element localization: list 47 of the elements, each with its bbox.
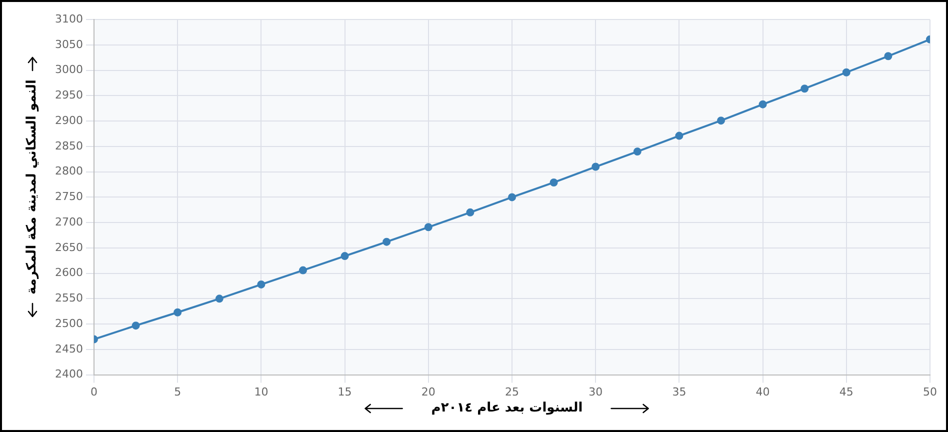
y-tick-label: 2750 [54,190,83,204]
x-tick-label: 15 [338,385,352,398]
y-tick-label: 2950 [54,88,83,102]
point [215,294,224,303]
point [466,208,474,216]
point [550,178,558,186]
y-tick-label: 2850 [54,139,83,152]
x-tick-label: 35 [672,385,686,398]
x-tick-label: 5 [174,385,182,398]
point [174,308,182,316]
point [675,132,684,140]
point [424,223,432,232]
point [298,266,307,274]
point [257,280,266,288]
y-tick-label: 2600 [54,266,83,280]
point [717,116,725,125]
y-tick-label: 2700 [54,215,83,228]
x-tick-label: 40 [756,385,770,398]
x-axis-title: السنوات بعد عام ٢٠١٤م [431,400,583,416]
y-tick-label: 2900 [54,114,83,127]
x-tick-label: 30 [588,385,603,398]
y-tick-label: 3100 [54,12,83,26]
point [800,84,809,93]
point [382,238,391,246]
y-tick-label: 2550 [54,292,83,305]
y-tick-label: 2450 [54,342,83,356]
point [340,252,349,260]
x-tick-label: 45 [839,385,854,398]
point [842,68,850,76]
x-tick-label: 20 [421,385,436,398]
point [132,322,140,330]
point [592,162,600,171]
y-tick-label: 3000 [54,63,83,76]
y-tick-label: 2650 [54,240,83,254]
point [633,148,642,156]
y-axis-title: النمو السكاني لمدينة مكة المكرمة [24,80,40,294]
y-tick-label: 3050 [54,38,83,51]
x-tick-label: 25 [504,385,519,398]
y-tick-label: 2400 [54,368,83,381]
point [884,52,892,60]
point [508,193,516,202]
y-tick-label: 2800 [54,164,83,178]
y-tick-label: 2500 [54,316,83,330]
x-tick-label: 50 [923,385,937,398]
x-tick-label: 10 [254,385,268,398]
point [758,100,767,108]
x-tick-label: 0 [90,385,98,398]
